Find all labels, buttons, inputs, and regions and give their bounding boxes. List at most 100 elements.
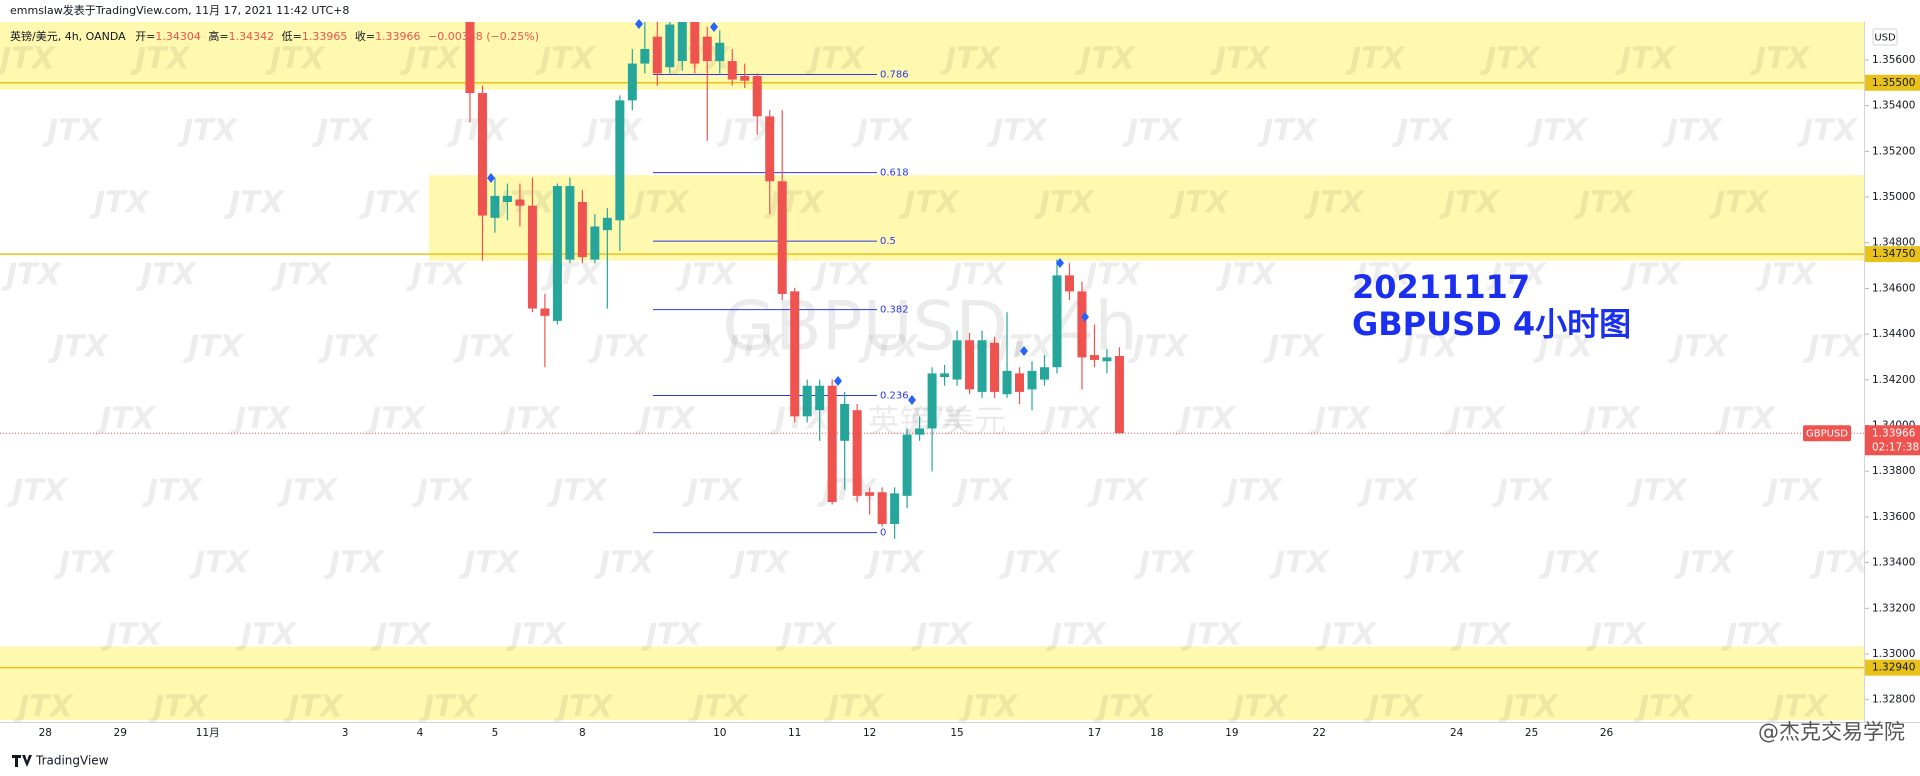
candle-body <box>652 36 662 74</box>
candle-body <box>527 205 537 309</box>
x-tick-label: 5 <box>492 727 499 739</box>
candle-body <box>990 342 1000 392</box>
y-tick-label: 1.33400 <box>1872 557 1915 569</box>
brand-watermark: JTX <box>324 546 386 581</box>
x-tick-label: 29 <box>114 727 127 739</box>
brand-watermark: JTX <box>1357 474 1419 509</box>
brand-watermark: JTX <box>365 402 427 437</box>
brand-watermark: JTX <box>723 330 785 365</box>
annotation-date: 20211117 <box>1352 268 1530 306</box>
zone <box>429 175 1864 261</box>
fib-label: 0.382 <box>880 305 909 316</box>
brand-watermark: JTX <box>1480 42 1542 77</box>
candle-body <box>490 195 500 218</box>
brand-watermark: JTX <box>271 258 333 293</box>
last-price-box <box>1865 425 1920 456</box>
level-label: 1.35500 <box>1872 77 1915 89</box>
zone <box>0 22 1864 90</box>
countdown: 02:17:38 <box>1872 441 1919 453</box>
brand-watermark: JTX <box>418 690 480 725</box>
candle-body <box>940 373 950 378</box>
candle-body <box>827 385 837 503</box>
brand-watermark: JTX <box>54 546 116 581</box>
brand-watermark: JTX <box>1445 402 1507 437</box>
brand-watermark: JTX <box>999 546 1061 581</box>
candle-body <box>565 186 575 260</box>
brand-watermark: JTX <box>1316 618 1378 653</box>
brand-watermarks: JTX JTX JTX JTX JTX JTX JTX JTX JTX JTX JTX JTX JTX J… <box>0 42 1871 725</box>
brand-watermark: JTX <box>1404 546 1466 581</box>
x-tick-label: 25 <box>1525 727 1538 739</box>
y-tick-label: 1.32800 <box>1872 694 1915 706</box>
brand-watermark: JTX <box>864 546 926 581</box>
y-tick-label: 1.33200 <box>1872 602 1915 614</box>
brand-watermark: JTX <box>1034 186 1096 221</box>
brand-watermark: JTX <box>588 330 650 365</box>
candle-body <box>877 492 887 524</box>
legend-value: 1.34342 <box>229 30 275 43</box>
candle-body <box>965 340 975 390</box>
brand-watermark: JTX <box>1539 546 1601 581</box>
brand-watermark: JTX <box>852 114 914 149</box>
brand-watermark: JTX <box>582 114 644 149</box>
x-tick-label: 15 <box>950 727 963 739</box>
currency-box <box>1872 28 1898 46</box>
candle-body <box>665 24 675 68</box>
candle-body <box>1015 373 1025 392</box>
x-tick-label: 26 <box>1600 727 1614 739</box>
credit: @杰克交易学院 <box>1758 720 1905 744</box>
candle-body <box>765 116 775 182</box>
brand-watermark: JTX <box>1081 258 1143 293</box>
brand-watermark: JTX <box>1304 186 1366 221</box>
y-tick-label: 1.34600 <box>1872 282 1915 294</box>
candle-body <box>1002 370 1012 395</box>
brand-watermark: JTX <box>1750 42 1812 77</box>
brand-watermark: JTX <box>958 690 1020 725</box>
candle-body <box>802 385 812 417</box>
level-label-box <box>1865 659 1920 676</box>
brand-watermark: JTX <box>688 690 750 725</box>
brand-watermark: JTX <box>447 114 509 149</box>
brand-watermark: JTX <box>1122 114 1184 149</box>
y-tick-label: 1.35400 <box>1872 100 1915 112</box>
brand-watermark: JTX <box>729 546 791 581</box>
brand-watermark: JTX <box>1615 42 1677 77</box>
brand-watermark: JTX <box>1621 258 1683 293</box>
candle-body <box>915 428 925 435</box>
fib-label: 0 <box>880 528 886 539</box>
brand-watermark: JTX <box>1762 474 1824 509</box>
y-tick-label: 1.33600 <box>1872 511 1915 523</box>
legend-label: 开= <box>135 30 155 43</box>
legend-label: 低= <box>282 30 302 43</box>
brand-watermark: JTX <box>7 474 69 509</box>
brand-watermark: JTX <box>1662 114 1724 149</box>
currency: USD <box>1874 33 1896 44</box>
x-tick-label: 4 <box>417 727 424 739</box>
legend: 英镑/美元, 4h, OANDA 开=1.34304 高=1.34342 低=1… <box>10 29 539 43</box>
candle-body <box>777 181 787 294</box>
brand-watermark: JTX <box>1533 330 1595 365</box>
axes: 1.35600 1.35400 1.35200 1.35000 1.34800 1.346… <box>39 54 1920 739</box>
candle-body <box>890 493 900 524</box>
brand-watermark: JTX <box>1134 546 1196 581</box>
brand-watermark: JTX <box>265 42 327 77</box>
candle-body <box>1052 275 1062 368</box>
x-tick-label: 22 <box>1313 727 1326 739</box>
brand-watermark: JTX <box>764 186 826 221</box>
brand-watermark: JTX <box>130 42 192 77</box>
x-tick-label: 17 <box>1088 727 1101 739</box>
candle-body <box>640 48 650 64</box>
brand-watermark: JTX <box>1046 618 1108 653</box>
brand-watermark: JTX <box>1674 546 1736 581</box>
brand-watermark: JTX <box>1345 42 1407 77</box>
brand-logo <box>12 755 32 767</box>
brand-watermark: JTX <box>1756 258 1818 293</box>
brand-watermark: JTX <box>541 258 603 293</box>
brand-watermark: JTX <box>1228 690 1290 725</box>
brand-watermark: JTX <box>1093 690 1155 725</box>
x-tick-label: 11月 <box>196 727 220 739</box>
brand-watermark: JTX <box>48 330 110 365</box>
fib-label: 0.786 <box>880 70 909 81</box>
brand-watermark: JTX <box>952 474 1014 509</box>
